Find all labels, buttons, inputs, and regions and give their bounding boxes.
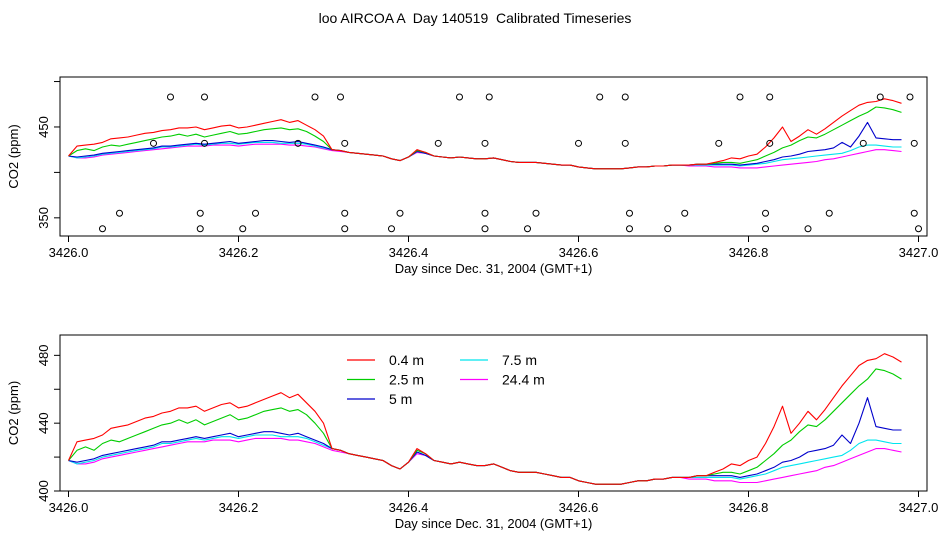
x-tick-label: 3426.2 [219,500,259,515]
scatter-point [99,225,106,233]
scatter-point [485,93,493,101]
x-tick-label: 3426.8 [729,245,769,260]
x-tick-label: 3426.4 [389,245,429,260]
scatter-point [434,139,442,147]
scatter-point [762,209,769,217]
scatter-point [341,209,349,217]
scatter-point [736,93,744,101]
x-tick-label: 3427.0 [899,500,939,515]
legend-label: 7.5 m [502,352,537,368]
scatter-point [621,93,629,101]
legend-label: 24.4 m [502,372,545,388]
scatter-point [715,139,723,147]
scatter-point [876,93,884,101]
scatter-point [252,209,259,217]
series-lines [67,353,902,485]
series-line-0-4-m [68,98,902,170]
series-line-2-5-m [68,106,902,170]
scatter-point [859,139,867,147]
scatter-point [575,139,582,147]
scatter-point [915,225,922,233]
series-line-5-m [68,397,902,485]
x-tick-label: 3426.6 [559,500,599,515]
y-axis-label: CO2 (ppm) [6,381,21,445]
plot-frame [59,334,928,492]
scatter-point [481,225,489,233]
scatter-point [804,225,812,233]
scatter-point [910,139,918,147]
x-axis-label: Day since Dec. 31, 2004 (GMT+1) [395,261,593,276]
scatter-point [906,93,914,101]
scatter-point [626,225,633,233]
page-title: loo AIRCOA A Day 140519 Calibrated Times… [318,10,632,26]
scatter-point [825,209,833,217]
x-tick-label: 3426.0 [49,245,89,260]
series-line-2-5-m [68,368,902,485]
legend: 0.4 m 2.5 m 5 m 7.5 m 24.4 m [347,352,545,407]
legend-label: 0.4 m [389,352,424,368]
x-tick-label: 3426.4 [389,500,429,515]
series-line-0-4-m [67,353,902,485]
scatter-point [621,139,629,147]
scatter-point [150,139,157,147]
scatter-point [664,225,672,233]
x-tick-label: 3427.0 [899,245,939,260]
x-axis-label: Day since Dec. 31, 2004 (GMT+1) [395,516,593,531]
scatter-point [524,225,531,233]
x-tick-label: 3426.2 [219,245,259,260]
scatter-point [167,93,174,101]
series-lines [68,98,902,170]
scatter-point [766,139,774,147]
x-tick-label: 3426.6 [559,245,599,260]
scatter-point [196,225,204,233]
scatter-point [681,209,689,217]
series-line-7-5-m [68,434,902,485]
scatter-point [532,209,540,217]
scatter-point [762,225,769,233]
bottom-panel-timeseries: 3426.0 3426.2 3426.4 3426.6 3426.8 3427.0 400 4… [6,334,939,531]
scatter-point [456,93,463,101]
plot-frame [59,76,928,237]
series-line-24-4-m [68,143,902,170]
scatter-point [388,225,395,233]
scatter-point [481,139,489,147]
scatter-point [766,93,774,101]
scatter-point [201,139,208,147]
y-tick-label: 480 [36,344,51,366]
y-tick-label: 450 [36,116,51,138]
x-tick-label: 3426.8 [729,500,769,515]
scatter-point [341,139,349,147]
y-tick-label: 350 [36,207,51,229]
scatter-point [910,209,918,217]
scatter-point [596,93,604,101]
scatter-point [239,225,247,233]
scatter-point [116,209,123,217]
y-tick-label: 400 [36,480,51,502]
legend-label: 2.5 m [389,372,424,388]
series-line-24-4-m [68,437,902,485]
scatter-point [396,209,404,217]
y-tick-label: 440 [36,412,51,434]
legend-label: 5 m [389,391,412,407]
scatter-point [481,209,489,217]
scatter-point [311,93,319,101]
scatter-point [294,139,302,147]
scatter-point [337,93,344,101]
scatter-point [196,209,204,217]
scatter-point [626,209,633,217]
x-tick-label: 3426.0 [49,500,89,515]
scatter-point [201,93,208,101]
scatter-point [341,225,349,233]
top-panel-timeseries: 3426.0 3426.2 3426.4 3426.6 3426.8 3427.0 350 4… [6,76,939,276]
y-axis-label: CO2 (ppm) [6,124,21,188]
